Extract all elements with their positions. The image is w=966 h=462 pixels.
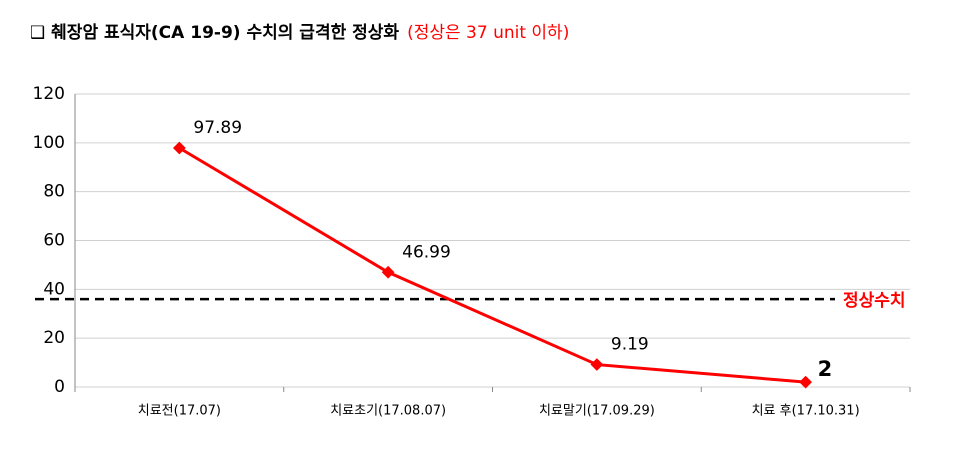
data-label: 46.99 — [402, 242, 451, 262]
data-label: 97.89 — [193, 118, 242, 138]
reference-label: 정상수치 — [843, 291, 906, 311]
y-tick-label: 60 — [43, 231, 65, 251]
y-tick-label: 0 — [54, 377, 65, 397]
data-point — [173, 141, 186, 155]
x-tick-label: 치료전(17.07) — [138, 404, 221, 419]
data-label: 9.19 — [611, 335, 649, 355]
x-tick-label: 치료말기(17.09.29) — [539, 404, 655, 419]
x-tick-label: 치료 후(17.10.31) — [752, 404, 860, 419]
chart-heading: ❑ 췌장암 표식자(CA 19-9) 수치의 급격한 정상화 (정상은 37 un… — [30, 23, 569, 43]
chart-subtitle: (정상은 37 unit 이하) — [407, 23, 569, 43]
y-tick-label: 80 — [43, 182, 65, 202]
y-tick-label: 40 — [43, 279, 65, 299]
x-tick-label: 치료초기(17.08.07) — [330, 404, 446, 419]
data-point — [381, 265, 395, 279]
y-tick-label: 20 — [43, 328, 65, 348]
data-label: 2 — [818, 357, 833, 381]
data-line — [178, 146, 806, 384]
y-tick-label: 120 — [33, 84, 65, 104]
chart-title: ❑ 췌장암 표식자(CA 19-9) 수치의 급격한 정상화 — [30, 23, 399, 43]
data-point — [590, 358, 604, 371]
y-tick-label: 100 — [33, 133, 65, 153]
